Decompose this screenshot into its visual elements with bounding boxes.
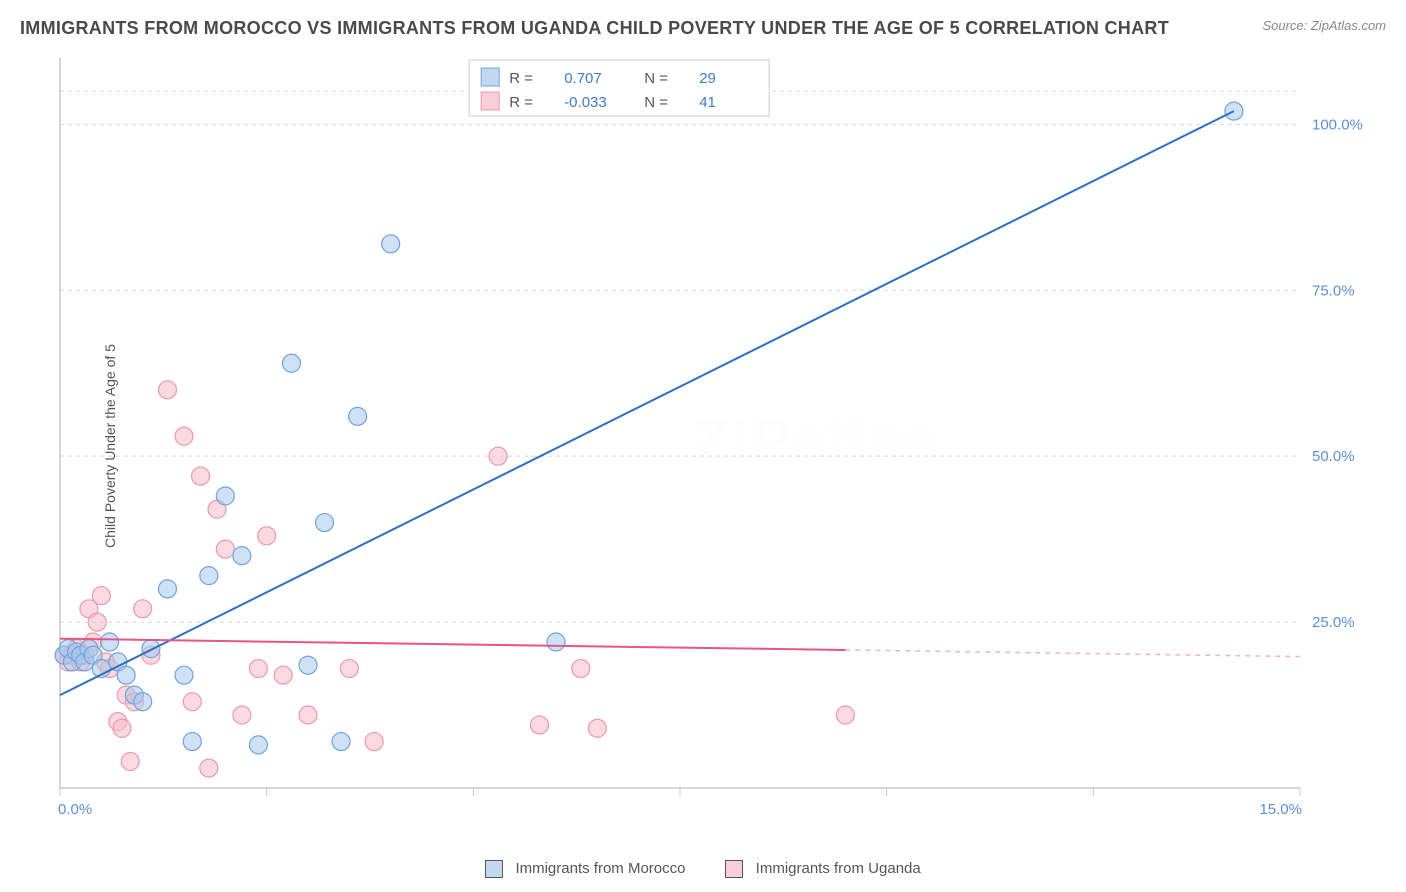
svg-text:N =: N = xyxy=(644,94,668,111)
svg-text:N =: N = xyxy=(644,70,668,87)
legend-label-uganda: Immigrants from Uganda xyxy=(756,860,921,877)
bottom-legend: Immigrants from Morocco Immigrants from … xyxy=(0,860,1406,878)
legend-swatch-morocco xyxy=(485,860,503,878)
legend-item-morocco: Immigrants from Morocco xyxy=(485,860,685,878)
svg-text:R =: R = xyxy=(509,94,533,111)
source-label: Source: ZipAtlas.com xyxy=(1262,18,1386,33)
plot-area: 25.0% 50.0% 75.0% 100.0% 0.0% 15.0% ZIPatlas R … xyxy=(50,48,1370,828)
svg-text:100.0%: 100.0% xyxy=(1312,116,1363,133)
svg-text:50.0%: 50.0% xyxy=(1312,448,1355,465)
svg-text:75.0%: 75.0% xyxy=(1312,282,1355,299)
scatter-chart-svg: 25.0% 50.0% 75.0% 100.0% 0.0% 15.0% ZIPatlas R … xyxy=(50,48,1370,828)
svg-text:25.0%: 25.0% xyxy=(1312,614,1355,631)
svg-text:R =: R = xyxy=(509,70,533,87)
svg-text:29: 29 xyxy=(699,70,716,87)
svg-text:-0.033: -0.033 xyxy=(564,94,607,111)
legend-swatch-uganda xyxy=(725,860,743,878)
svg-text:0.0%: 0.0% xyxy=(58,801,92,818)
svg-text:15.0%: 15.0% xyxy=(1259,801,1302,818)
svg-text:ZIPatlas: ZIPatlas xyxy=(693,406,939,475)
legend-item-uganda: Immigrants from Uganda xyxy=(725,860,920,878)
chart-title: IMMIGRANTS FROM MOROCCO VS IMMIGRANTS FR… xyxy=(20,18,1169,39)
svg-text:0.707: 0.707 xyxy=(564,70,602,87)
svg-text:41: 41 xyxy=(699,94,716,111)
header: IMMIGRANTS FROM MOROCCO VS IMMIGRANTS FR… xyxy=(20,18,1386,39)
legend-label-morocco: Immigrants from Morocco xyxy=(515,860,685,877)
